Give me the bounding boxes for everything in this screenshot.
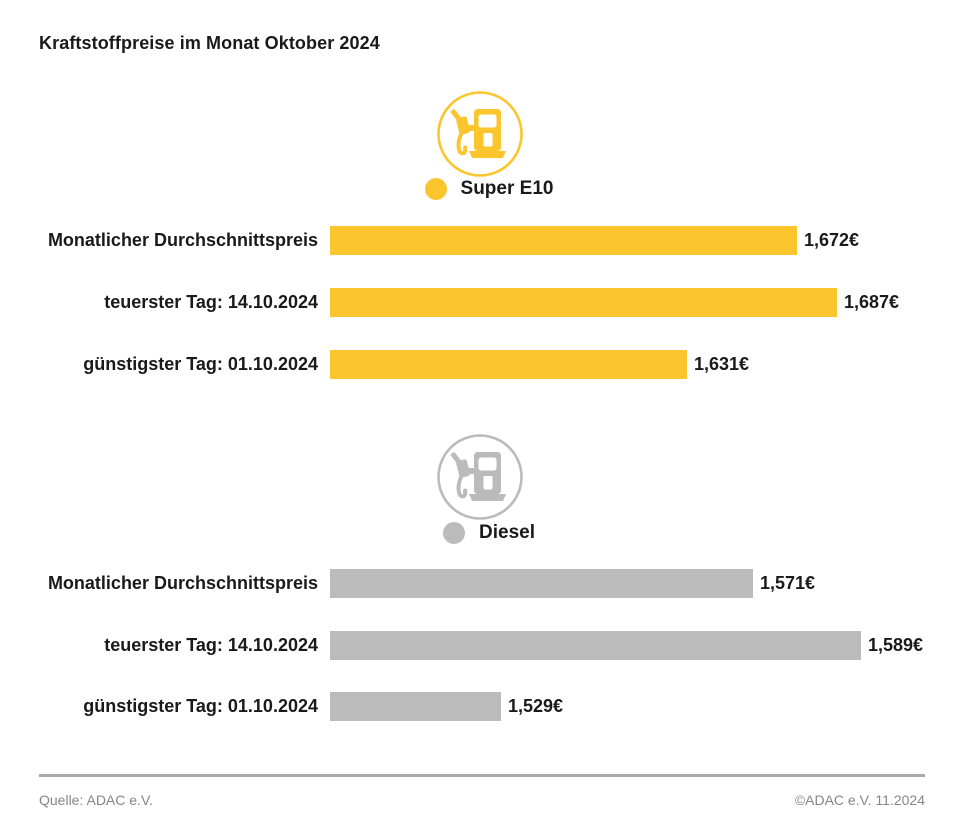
fuel-pump-icon (437, 91, 523, 177)
bar-row-e10-lowest: günstigster Tag: 01.10.2024 1,631€ (0, 349, 978, 379)
bar-diesel-highest (330, 630, 861, 660)
legend-label: Diesel (479, 522, 535, 543)
bar-diesel-average (330, 568, 753, 598)
bar-row-e10-average: Monatlicher Durchschnittspreis 1,672€ (0, 225, 978, 255)
bar-e10-lowest (330, 349, 687, 379)
legend-super-e10: Super E10 (0, 177, 978, 201)
bar-row-diesel-lowest: günstigster Tag: 01.10.2024 1,529€ (0, 691, 978, 721)
bar-value: 1,672€ (804, 229, 860, 250)
legend-dot-icon (424, 178, 447, 200)
bar-row-diesel-highest: teuerster Tag: 14.10.2024 1,589€ (0, 630, 978, 660)
source-note: Quelle: ADAC e.V. (39, 792, 153, 808)
page-title: Kraftstoffpreise im Monat Oktober 2024 (39, 33, 380, 53)
bar-label: Monatlicher Durchschnittspreis (47, 229, 318, 250)
fuel-pump-icon (437, 434, 523, 520)
bar-label: günstigster Tag: 01.10.2024 (83, 695, 318, 716)
bar-value: 1,687€ (844, 291, 900, 312)
bar-value: 1,631€ (694, 353, 750, 374)
bar-value: 1,589€ (868, 634, 924, 655)
legend-diesel: Diesel (0, 521, 978, 545)
bar-row-diesel-average: Monatlicher Durchschnittspreis 1,571€ (0, 568, 978, 598)
footer-divider (39, 774, 925, 777)
bar-e10-highest (330, 287, 837, 317)
bar-label: Monatlicher Durchschnittspreis (47, 572, 318, 593)
diesel-fuel-pump-icon (436, 433, 524, 521)
bar-value: 1,529€ (508, 695, 564, 716)
bar-label: teuerster Tag: 14.10.2024 (104, 634, 318, 655)
copyright-note: ©ADAC e.V. 11.2024 (794, 792, 925, 808)
bar-diesel-lowest (330, 691, 501, 721)
bar-label: günstigster Tag: 01.10.2024 (83, 353, 318, 374)
bar-e10-average (330, 225, 797, 255)
bar-label: teuerster Tag: 14.10.2024 (104, 291, 318, 312)
super-e10-fuel-pump-icon (436, 90, 524, 178)
bar-row-e10-highest: teuerster Tag: 14.10.2024 1,687€ (0, 287, 978, 317)
legend-dot-icon (443, 522, 465, 544)
legend-label: Super E10 (460, 178, 554, 199)
bar-value: 1,571€ (760, 572, 816, 593)
